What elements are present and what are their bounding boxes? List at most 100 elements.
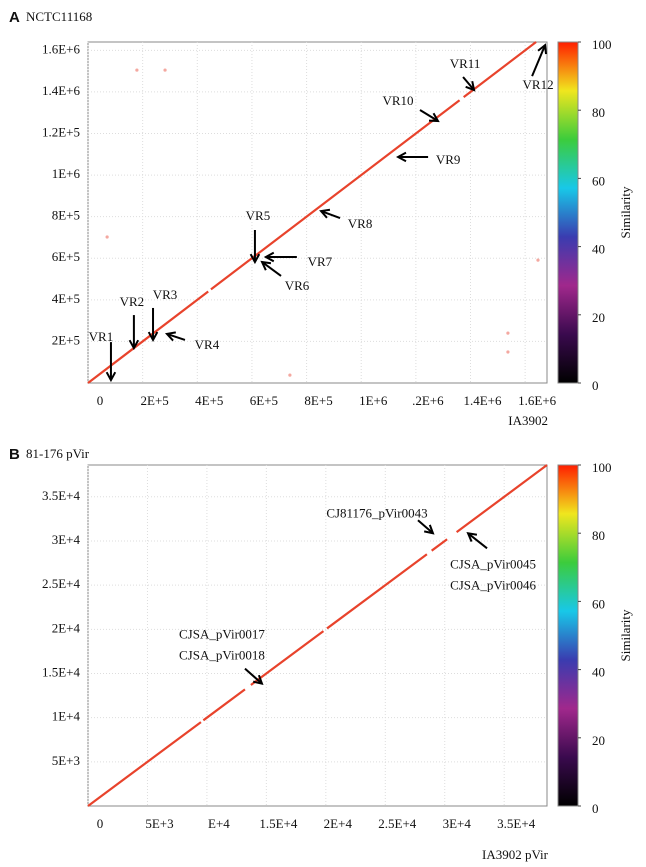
annotation-arrow [531, 43, 548, 77]
arrow-head [252, 674, 264, 686]
diagonal-line [87, 464, 548, 807]
colorbar-title: Similarity [618, 186, 633, 239]
annotation-label: VR5 [246, 208, 271, 223]
annotation-label: VR11 [450, 56, 481, 71]
annotation-arrow [319, 208, 341, 219]
y-tick-label: 2.5E+4 [42, 576, 81, 591]
x-tick-label: 1.4E+6 [463, 393, 502, 408]
arrow-head [164, 331, 176, 342]
panel-label: A [9, 9, 20, 26]
colorbar [557, 464, 579, 807]
y-tick-label: 1.5E+4 [42, 664, 81, 679]
y-tick-label: 2E+4 [52, 620, 81, 635]
arrow-shaft [531, 44, 547, 77]
x-tick-label: 0 [97, 816, 104, 831]
y-tick-label: 1E+6 [52, 166, 81, 181]
annotation-label: VR10 [382, 93, 413, 108]
arrow-head [260, 260, 272, 271]
annotation-label: VR4 [195, 337, 220, 352]
annotation-arrow [147, 307, 159, 343]
colorbar [557, 41, 579, 384]
colorbar-tick-label: 60 [592, 596, 605, 611]
dot [288, 373, 292, 377]
arrow-head [396, 151, 407, 163]
y-tick-label: 1.4E+6 [42, 83, 81, 98]
x-tick-label: E+4 [208, 816, 230, 831]
x-tick-label: 1.5E+4 [259, 816, 298, 831]
arrow-shaft [417, 519, 434, 535]
arrow-shaft [261, 261, 282, 277]
panel-title: 81-176 pVir [26, 446, 90, 461]
dot [163, 68, 167, 72]
annotation-label: VR8 [348, 216, 373, 231]
y-tick-label: 2E+5 [52, 332, 80, 347]
annotation-label: VR1 [89, 329, 114, 344]
annotation-arrow [466, 531, 488, 550]
arrow-head [249, 253, 261, 265]
colorbar-tick-label: 40 [592, 665, 605, 680]
annotation-arrow [249, 229, 261, 265]
annotation-label: VR7 [308, 254, 333, 269]
arrow-shaft [320, 210, 341, 219]
arrow-head [537, 43, 548, 55]
annotation-arrow [396, 151, 429, 163]
arrow-shaft [419, 109, 439, 122]
arrow-head [128, 339, 140, 351]
annotation-label: VR2 [120, 294, 145, 309]
annotation-label: VR9 [436, 152, 461, 167]
annotation-arrow [128, 315, 140, 351]
y-tick-label: 6E+5 [52, 249, 80, 264]
dot [105, 235, 109, 239]
x-tick-label: 3E+4 [443, 816, 472, 831]
x-tick-label: 2E+5 [141, 393, 169, 408]
annotation-label: VR3 [153, 287, 178, 302]
colorbar-tick-label: 100 [592, 37, 612, 52]
arrow-head [263, 251, 275, 263]
annotation-arrow [105, 342, 117, 383]
annotation-arrow [462, 76, 476, 92]
annotation-label: VR6 [285, 278, 310, 293]
annotation-arrow [417, 519, 435, 535]
y-tick-label: 4E+5 [52, 291, 80, 306]
y-tick-label: 1E+4 [52, 709, 81, 724]
colorbar-tick-label: 40 [592, 242, 605, 257]
x-tick-label: 1E+6 [359, 393, 388, 408]
arrow-shaft [166, 332, 186, 341]
arrow-head [147, 331, 159, 343]
colorbar-title: Similarity [618, 609, 633, 662]
arrow-head [465, 81, 476, 92]
arrow-head [105, 371, 117, 383]
x-tick-label: 5E+3 [145, 816, 173, 831]
x-tick-label: 3.5E+4 [497, 816, 536, 831]
colorbar-tick-label: 80 [592, 105, 605, 120]
annotation-arrow [164, 331, 186, 342]
y-tick-label: 1.2E+5 [42, 124, 80, 139]
plot-area [87, 41, 548, 384]
colorbar-tick-label: 80 [592, 528, 605, 543]
annotation-label: VR12 [523, 77, 554, 92]
annotation-arrow [244, 667, 264, 686]
arrow-shaft [462, 76, 475, 91]
annotation-arrow [260, 260, 282, 277]
arrow-shaft [244, 667, 263, 685]
annotation-label: CJSA_pVir0017 [179, 627, 265, 642]
arrow-head [319, 208, 331, 219]
y-tick-label: 3.5E+4 [42, 488, 81, 503]
panel-title: NCTC11168 [26, 9, 92, 24]
y-tick-label: 3E+4 [52, 532, 81, 547]
y-tick-label: 8E+5 [52, 208, 80, 223]
annotation-arrow [263, 251, 297, 263]
dot [506, 331, 510, 335]
x-tick-label: 8E+5 [304, 393, 332, 408]
colorbar-tick-label: 0 [592, 801, 599, 816]
x-tick-label: 0 [97, 393, 104, 408]
dot [135, 68, 139, 72]
annotation-label: CJ81176_pVir0043 [326, 505, 427, 520]
colorbar-tick-label: 100 [592, 460, 612, 475]
colorbar-tick-label: 20 [592, 733, 605, 748]
y-tick-label: 5E+3 [52, 753, 80, 768]
annotation-label: CJSA_pVir0045 [450, 556, 536, 571]
colorbar-tick-label: 60 [592, 173, 605, 188]
x-axis-title: IA3902 [508, 413, 548, 428]
